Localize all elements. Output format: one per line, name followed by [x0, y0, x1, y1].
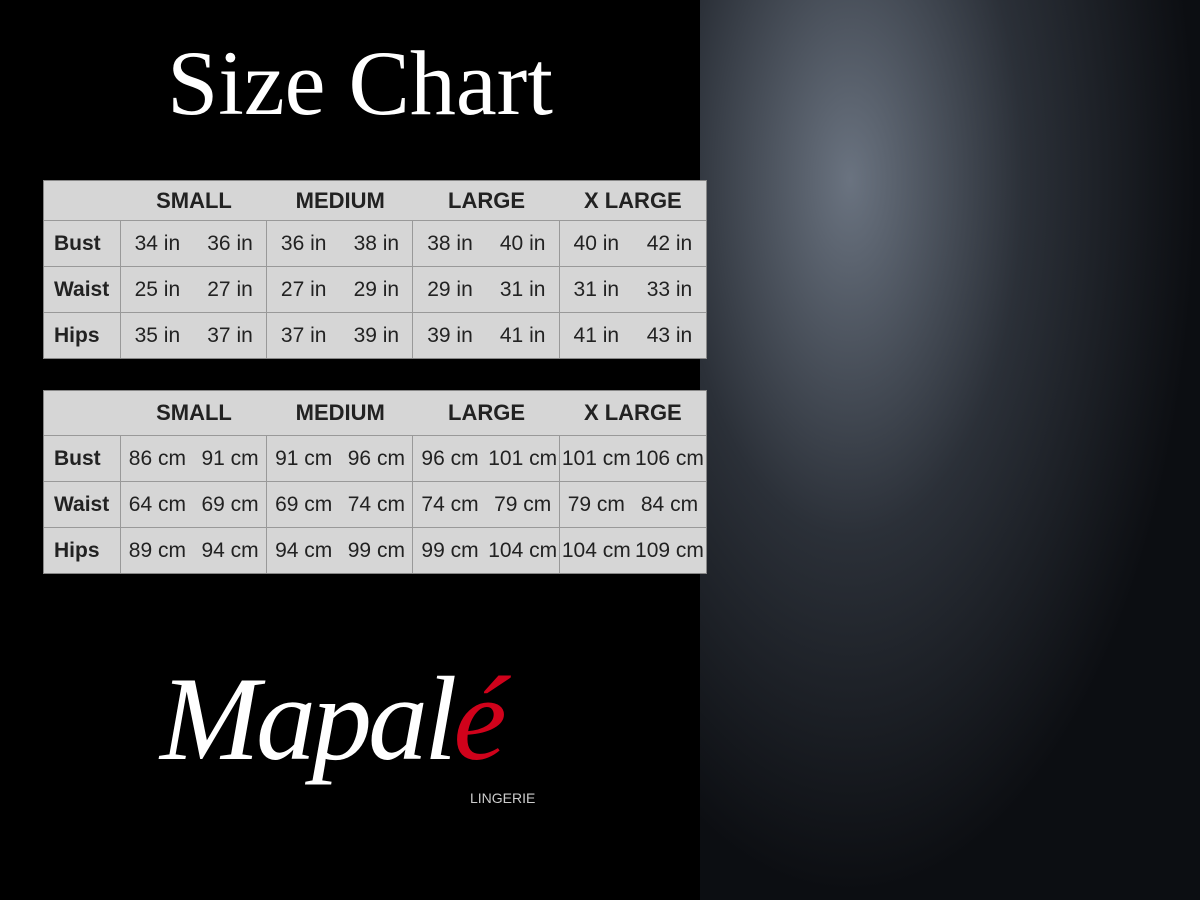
measure-cell: 104 cm [487, 528, 560, 573]
row-label: Bust [44, 436, 121, 481]
size-header: SMALL [156, 187, 232, 213]
measure-cell: 101 cm [561, 446, 631, 470]
measure-cell: 79 cm [487, 482, 560, 527]
logo: Mapalé [160, 650, 507, 788]
measure-cell: 94 cm [275, 538, 333, 562]
measure-row: Bust 34 in 36 in 36 in 38 in 38 in 40 in 40 in 4… [44, 220, 706, 266]
measure-cell: 29 in [340, 267, 414, 312]
measure-cell: 34 in [134, 231, 181, 255]
measure-cell: 27 in [194, 267, 268, 312]
measure-cell: 91 cm [194, 436, 268, 481]
measure-cell: 69 cm [275, 492, 333, 516]
logo-accent: é [453, 652, 506, 785]
size-header: MEDIUM [295, 400, 385, 425]
measure-cell: 74 cm [340, 482, 414, 527]
header-row: SMALL MEDIUM LARGE X LARGE [44, 181, 706, 220]
size-header: X LARGE [583, 400, 682, 425]
measure-cell: 74 cm [421, 492, 479, 516]
measure-cell: 40 in [573, 231, 620, 255]
measure-row: Waist 25 in 27 in 27 in 29 in 29 in 31 in 31 in… [44, 266, 706, 312]
measure-cell: 39 in [340, 313, 414, 358]
logo-main: Mapal [160, 652, 457, 785]
measure-row: Waist 64 cm 69 cm 69 cm 74 cm 74 cm 79 cm 79 cm… [44, 481, 706, 527]
measure-cell: 33 in [646, 277, 693, 301]
measure-cell: 79 cm [567, 492, 625, 516]
measure-cell: 36 in [194, 221, 268, 266]
measure-cell: 99 cm [421, 538, 479, 562]
size-header: LARGE [448, 400, 526, 425]
measure-row: Hips 89 cm 94 cm 94 cm 99 cm 99 cm 104 cm 104 c… [44, 527, 706, 573]
size-header: X LARGE [583, 187, 682, 213]
measure-row: Bust 86 cm 91 cm 91 cm 96 cm 96 cm 101 cm 101 c… [44, 435, 706, 481]
row-label: Bust [44, 221, 121, 266]
measure-cell: 99 cm [340, 528, 414, 573]
measure-cell: 84 cm [640, 492, 699, 516]
measure-cell: 37 in [280, 323, 327, 347]
measure-cell: 38 in [427, 231, 473, 255]
measure-cell: 69 cm [194, 482, 268, 527]
measure-cell: 31 in [487, 267, 560, 312]
product-photo [700, 0, 1200, 900]
measure-cell: 86 cm [128, 446, 186, 470]
measure-cell: 35 in [134, 323, 181, 347]
measure-cell: 39 in [427, 323, 473, 347]
measure-cell: 64 cm [128, 492, 186, 516]
measure-cell: 29 in [427, 277, 473, 301]
measure-cell: 43 in [646, 323, 693, 347]
corner-cell [44, 181, 121, 220]
logo-subtitle: LINGERIE [470, 790, 536, 806]
size-header: SMALL [156, 400, 232, 425]
size-header: LARGE [448, 187, 526, 213]
header-row: SMALL MEDIUM LARGE X LARGE [44, 391, 706, 435]
measure-cell: 42 in [646, 231, 693, 255]
measure-cell: 96 cm [421, 446, 479, 470]
measure-cell: 36 in [280, 231, 327, 255]
size-header: MEDIUM [295, 187, 385, 213]
measure-cell: 106 cm [635, 446, 704, 470]
title: Size Chart [167, 32, 553, 134]
row-label: Waist [44, 267, 121, 312]
measure-cell: 40 in [487, 221, 560, 266]
measure-cell: 104 cm [561, 538, 631, 562]
measure-cell: 31 in [573, 277, 620, 301]
inch-table: SMALL MEDIUM LARGE X LARGE Bust 34 in 36 in 36 … [43, 180, 707, 359]
measure-cell: 109 cm [635, 538, 704, 562]
row-label: Hips [44, 313, 121, 358]
measure-cell: 91 cm [275, 446, 333, 470]
measure-cell: 96 cm [340, 436, 414, 481]
measure-cell: 101 cm [487, 436, 560, 481]
measure-cell: 25 in [134, 277, 181, 301]
measure-row: Hips 35 in 37 in 37 in 39 in 39 in 41 in 41 in 4… [44, 312, 706, 358]
measure-cell: 94 cm [194, 528, 268, 573]
measure-cell: 27 in [280, 277, 327, 301]
corner-cell [44, 391, 121, 435]
row-label: Waist [44, 482, 121, 527]
row-label: Hips [44, 528, 121, 573]
measure-cell: 37 in [194, 313, 268, 358]
cm-table: SMALL MEDIUM LARGE X LARGE Bust 86 cm 91 cm 91 … [43, 390, 707, 574]
measure-cell: 38 in [340, 221, 414, 266]
measure-cell: 41 in [487, 313, 560, 358]
measure-cell: 41 in [573, 323, 620, 347]
measure-cell: 89 cm [128, 538, 186, 562]
